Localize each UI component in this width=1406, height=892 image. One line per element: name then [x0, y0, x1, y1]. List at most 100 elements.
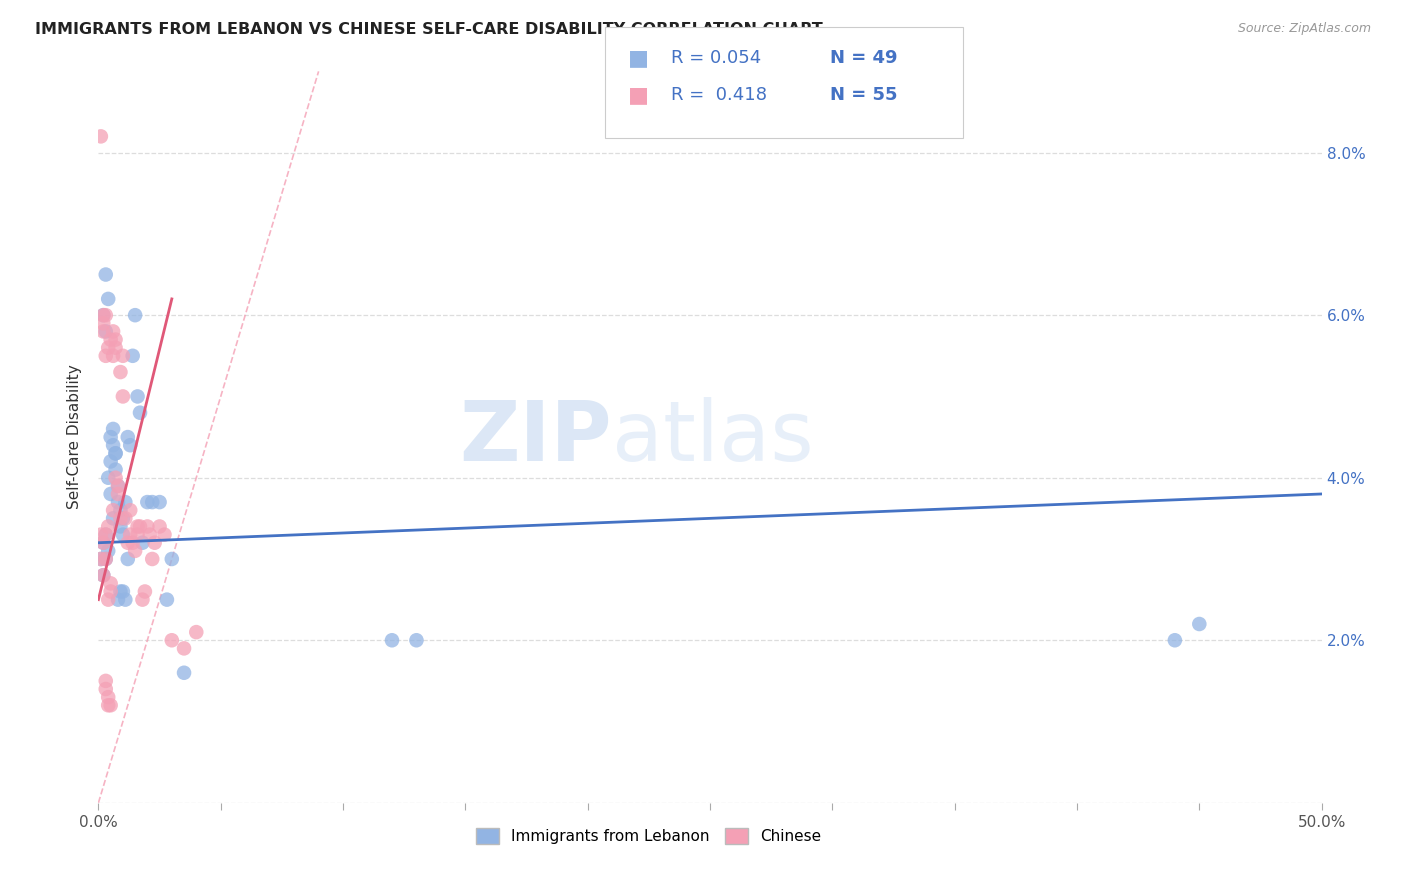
Point — [129, 519, 152, 533]
Point — [97, 544, 120, 558]
Point — [97, 341, 120, 355]
Point — [107, 479, 129, 493]
Point — [186, 625, 208, 640]
Point — [156, 592, 179, 607]
Point — [134, 584, 156, 599]
Point — [124, 544, 146, 558]
Point — [104, 462, 127, 476]
Text: Source: ZipAtlas.com: Source: ZipAtlas.com — [1237, 22, 1371, 36]
Point — [110, 511, 132, 525]
Point — [107, 495, 129, 509]
Point — [91, 316, 114, 330]
Point — [97, 690, 120, 705]
Point — [127, 527, 149, 541]
Point — [91, 325, 114, 339]
Point — [94, 527, 117, 541]
Point — [97, 292, 120, 306]
Point — [90, 129, 112, 144]
Point — [91, 568, 114, 582]
Point — [100, 454, 122, 468]
Point — [173, 665, 195, 680]
Point — [97, 519, 120, 533]
Point — [1164, 633, 1187, 648]
Text: ZIP: ZIP — [460, 397, 612, 477]
Point — [101, 325, 124, 339]
Point — [173, 641, 195, 656]
Point — [101, 438, 124, 452]
Point — [104, 446, 127, 460]
Point — [94, 325, 117, 339]
Point — [90, 552, 112, 566]
Point — [110, 584, 132, 599]
Point — [100, 576, 122, 591]
Text: R =  0.418: R = 0.418 — [671, 87, 766, 104]
Point — [120, 438, 142, 452]
Point — [91, 308, 114, 322]
Point — [100, 584, 122, 599]
Text: IMMIGRANTS FROM LEBANON VS CHINESE SELF-CARE DISABILITY CORRELATION CHART: IMMIGRANTS FROM LEBANON VS CHINESE SELF-… — [35, 22, 823, 37]
Point — [94, 308, 117, 322]
Text: N = 55: N = 55 — [830, 87, 897, 104]
Point — [111, 349, 134, 363]
Point — [117, 552, 139, 566]
Point — [111, 584, 134, 599]
Point — [120, 503, 142, 517]
Point — [101, 422, 124, 436]
Point — [94, 527, 117, 541]
Point — [101, 511, 124, 525]
Point — [100, 487, 122, 501]
Point — [117, 535, 139, 549]
Point — [94, 552, 117, 566]
Point — [121, 535, 143, 549]
Point — [111, 511, 134, 525]
Point — [110, 519, 132, 533]
Point — [110, 365, 132, 379]
Point — [100, 698, 122, 713]
Point — [127, 389, 149, 403]
Point — [117, 430, 139, 444]
Point — [97, 592, 120, 607]
Point — [110, 503, 132, 517]
Text: ■: ■ — [628, 86, 650, 105]
Point — [91, 535, 114, 549]
Point — [131, 592, 153, 607]
Point — [104, 446, 127, 460]
Point — [136, 519, 159, 533]
Text: ■: ■ — [628, 48, 650, 68]
Point — [90, 527, 112, 541]
Point — [124, 308, 146, 322]
Point — [104, 471, 127, 485]
Point — [111, 389, 134, 403]
Point — [94, 673, 117, 688]
Point — [107, 487, 129, 501]
Point — [136, 495, 159, 509]
Text: R = 0.054: R = 0.054 — [671, 49, 761, 67]
Text: atlas: atlas — [612, 397, 814, 477]
Point — [1188, 617, 1211, 632]
Point — [91, 308, 114, 322]
Point — [107, 479, 129, 493]
Point — [149, 495, 172, 509]
Point — [405, 633, 427, 648]
Point — [121, 349, 143, 363]
Point — [94, 268, 117, 282]
Point — [97, 698, 120, 713]
Point — [100, 430, 122, 444]
Point — [129, 406, 152, 420]
Point — [160, 633, 183, 648]
Point — [153, 527, 176, 541]
Y-axis label: Self-Care Disability: Self-Care Disability — [67, 365, 83, 509]
Point — [90, 552, 112, 566]
Point — [91, 568, 114, 582]
Point — [141, 552, 163, 566]
Point — [104, 341, 127, 355]
Point — [111, 527, 134, 541]
Point — [101, 349, 124, 363]
Point — [100, 333, 122, 347]
Point — [91, 535, 114, 549]
Point — [97, 471, 120, 485]
Point — [101, 503, 124, 517]
Point — [114, 511, 136, 525]
Point — [120, 527, 142, 541]
Text: N = 49: N = 49 — [830, 49, 897, 67]
